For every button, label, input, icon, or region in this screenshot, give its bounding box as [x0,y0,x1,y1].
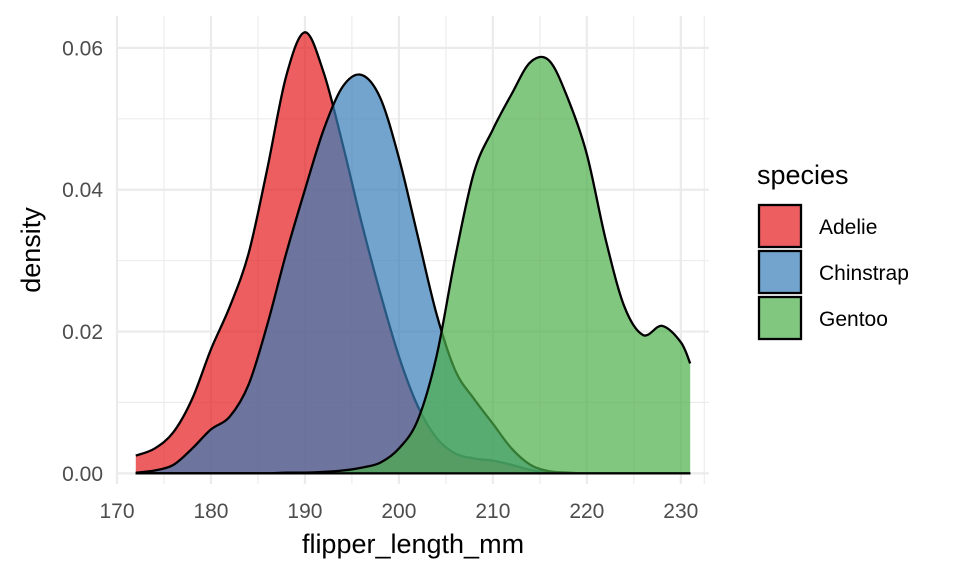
y-tick-label: 0.06 [62,37,103,60]
density-areas [135,31,692,475]
x-tick-label: 180 [193,500,228,523]
legend-key-chinstrap [757,249,803,295]
y-axis-title: density [16,207,46,293]
density-area-chinstrap [135,74,691,474]
y-tick-label: 0.02 [62,321,103,344]
x-tick-label: 200 [381,500,416,523]
legend-key-gentoo [757,295,803,341]
x-tick-label: 220 [569,500,604,523]
y-tick-label: 0.00 [62,463,103,486]
density-area-gentoo [135,56,691,474]
x-tick-label: 190 [287,500,322,523]
legend: species Adelie Chinstrap Gentoo [757,160,909,341]
legend-key-adelie [757,203,803,249]
legend-label-gentoo: Gentoo [819,308,888,331]
x-tick-label: 170 [99,500,134,523]
legend-title: species [757,160,849,190]
x-tick-label: 230 [663,500,698,523]
legend-label-adelie: Adelie [819,216,877,239]
axis-tick-labels: 170 180 190 200 210 220 230 0.00 0.02 0.04 0.06 [62,37,698,523]
x-axis-title: flipper_length_mm [302,529,524,559]
y-tick-label: 0.04 [62,179,103,202]
legend-label-chinstrap: Chinstrap [819,262,909,285]
x-tick-label: 210 [475,500,510,523]
legend-items: Adelie Chinstrap Gentoo [757,203,909,341]
